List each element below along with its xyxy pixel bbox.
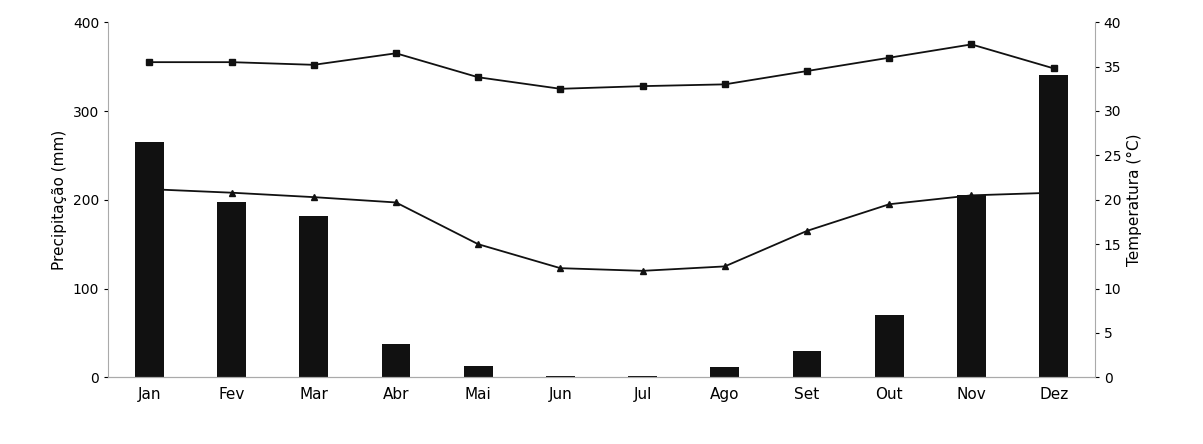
Bar	[711, 367, 739, 377]
Y-axis label: Temperatura (°C): Temperatura (°C)	[1127, 134, 1142, 266]
Bar	[218, 202, 245, 377]
Bar	[1039, 75, 1068, 377]
Bar	[793, 351, 822, 377]
Bar	[628, 376, 657, 377]
Bar	[546, 376, 575, 377]
Bar	[381, 344, 410, 377]
Y-axis label: Precipitação (mm): Precipitação (mm)	[52, 130, 67, 270]
Bar	[300, 216, 328, 377]
Bar	[464, 366, 492, 377]
Bar	[875, 315, 903, 377]
Bar	[958, 195, 985, 377]
Bar	[135, 142, 164, 377]
